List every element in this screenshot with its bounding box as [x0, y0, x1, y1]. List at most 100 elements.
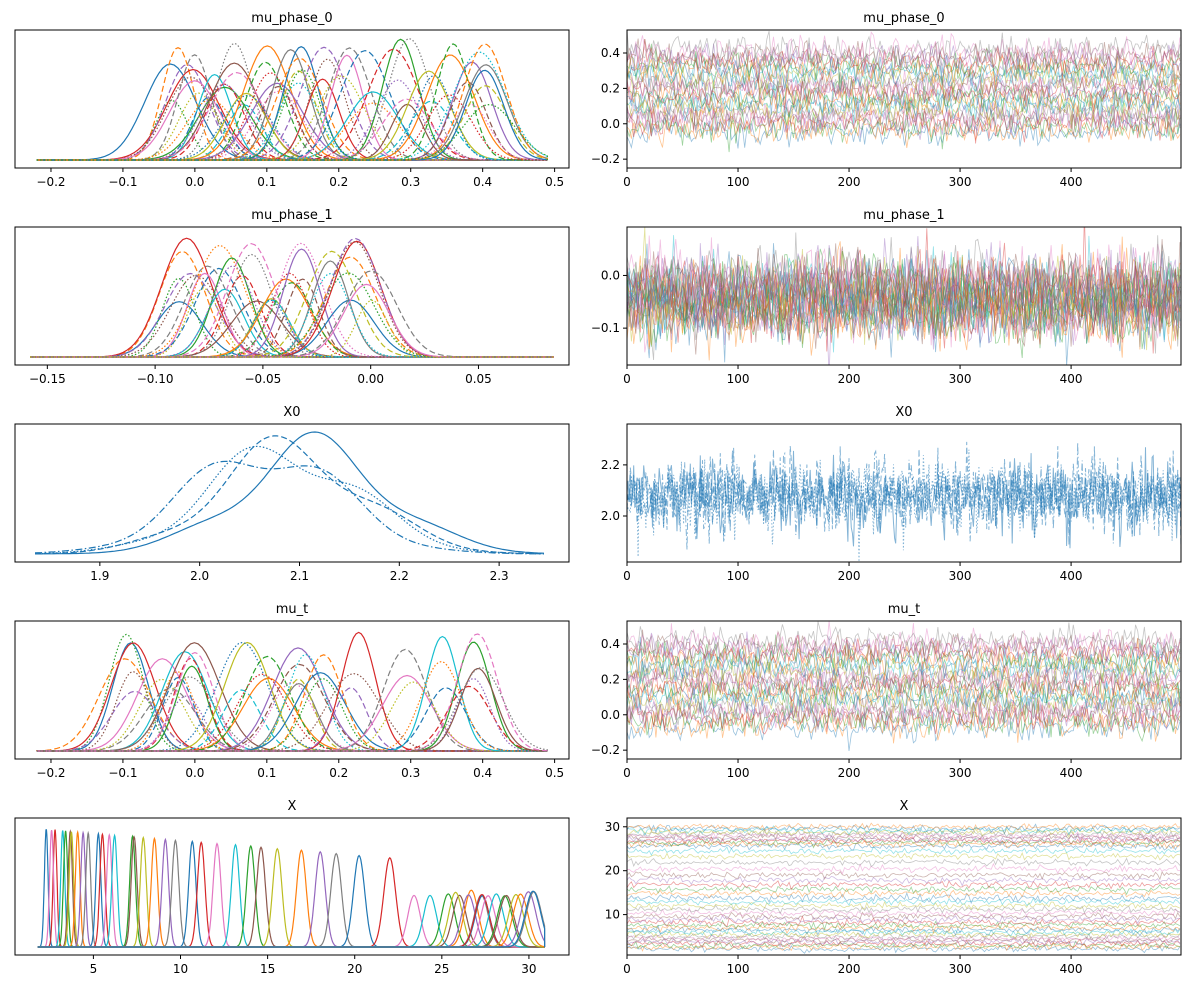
- trace-line: [627, 862, 1180, 875]
- density-curves: [30, 237, 554, 358]
- density-line: [36, 103, 548, 161]
- trace-panel-mu_phase_1: mu_phase_1 0 100 200 300 400 −0.1 0.0: [591, 208, 1182, 386]
- density-line: [36, 690, 548, 752]
- trace-line: [627, 891, 1181, 905]
- x-tick-label: 0.3: [401, 175, 420, 189]
- density-line: [36, 92, 548, 161]
- density-line: [37, 830, 545, 948]
- trace-line: [627, 96, 1181, 137]
- trace-line: [627, 904, 1180, 915]
- trace-line: [627, 232, 1181, 312]
- density-line: [36, 641, 548, 752]
- trace-line: [627, 621, 1181, 657]
- trace-line: [627, 60, 1181, 107]
- axes-frame: [14, 29, 570, 169]
- x-tick-label: 10: [173, 962, 188, 976]
- density-line: [37, 838, 545, 948]
- trace-line: [627, 442, 1181, 550]
- density-line: [36, 648, 548, 752]
- density-line: [36, 38, 548, 161]
- subplot-title: X: [900, 799, 909, 814]
- trace-line: [627, 97, 1181, 140]
- density-line: [36, 667, 548, 752]
- density-line: [37, 890, 546, 948]
- x-tick-label: 0.3: [401, 766, 420, 780]
- y-tick-label: 0.4: [601, 46, 620, 60]
- x-tick-label: 300: [949, 766, 972, 780]
- density-line: [37, 829, 545, 948]
- density-line: [36, 660, 548, 752]
- trace-line: [627, 73, 1181, 114]
- density-line: [36, 100, 548, 161]
- x-tick-label: 0.4: [473, 175, 492, 189]
- trace-panel-X0: X0 0 100 200 300 400 2.0 2.2: [601, 405, 1182, 583]
- trace-panel-mu_phase_0: mu_phase_0 0 100 200 300 400 −0.2 0.0 0.2 0.4: [591, 11, 1182, 189]
- x-tick-label: 400: [1060, 175, 1083, 189]
- subplot-title: X0: [895, 405, 912, 420]
- x-tick-label: 200: [838, 766, 861, 780]
- trace-line: [627, 927, 1181, 937]
- density-line: [37, 833, 545, 948]
- x-tick-label: 100: [727, 962, 750, 976]
- density-line: [36, 653, 548, 752]
- trace-line: [627, 651, 1181, 699]
- density-line: [35, 435, 545, 555]
- x-tick-label: 400: [1060, 962, 1083, 976]
- trace-line: [627, 60, 1181, 102]
- density-line: [36, 49, 548, 161]
- trace-line: [627, 924, 1181, 936]
- density-line: [30, 272, 554, 358]
- trace-line: [627, 272, 1181, 365]
- trace-line: [627, 708, 1181, 752]
- x-tick-label: 300: [949, 175, 972, 189]
- density-line: [37, 832, 545, 948]
- density-line: [36, 678, 548, 752]
- trace-line: [627, 826, 1181, 839]
- trace-line: [627, 825, 1181, 837]
- density-line: [34, 460, 544, 555]
- x-tick-label: 20: [347, 962, 362, 976]
- y-tick-label: 0.2: [601, 81, 620, 95]
- trace-line: [627, 846, 1180, 856]
- density-line: [36, 677, 548, 752]
- density-line: [36, 74, 548, 161]
- trace-line: [627, 69, 1181, 105]
- density-line: [37, 834, 545, 948]
- subplot-title: mu_t: [888, 602, 921, 617]
- x-tick-label: 100: [727, 175, 750, 189]
- x-tick-label: 0: [623, 962, 631, 976]
- density-line: [30, 282, 554, 358]
- trace-line: [627, 80, 1181, 124]
- trace-line: [627, 269, 1181, 361]
- trace-line: [627, 841, 1181, 851]
- density-line: [30, 272, 554, 358]
- trace-line: [627, 919, 1181, 931]
- density-line: [30, 250, 554, 358]
- density-line: [37, 831, 545, 948]
- density-panel-mu_t: mu_t −0.2 −0.1 0.0 0.1 0.2 0.3 0.4 0.5: [14, 602, 570, 780]
- x-tick-label: 300: [949, 372, 972, 386]
- x-tick-label: 400: [1060, 569, 1083, 583]
- trace-line: [627, 243, 1181, 319]
- density-line: [36, 663, 548, 752]
- trace-line: [627, 72, 1181, 109]
- x-tick-label: −0.2: [36, 175, 65, 189]
- density-panel-mu_phase_1: mu_phase_1 −0.15 −0.10 −0.05 0.00 0.05: [14, 208, 570, 386]
- trace-line: [627, 685, 1180, 729]
- trace-panel-mu_t: mu_t 0 100 200 300 400 −0.2 0.0 0.2 0.4: [591, 602, 1182, 780]
- density-line: [37, 835, 545, 948]
- trace-line: [627, 267, 1181, 353]
- axes-frame: [626, 423, 1182, 563]
- axes-frame: [14, 817, 570, 956]
- density-line: [36, 667, 548, 752]
- density-line: [36, 673, 548, 752]
- subplot-title: X: [288, 799, 297, 814]
- density-curves: [36, 37, 548, 161]
- trace-line: [627, 832, 1181, 843]
- trace-line: [627, 55, 1181, 92]
- trace-lines: [627, 621, 1181, 752]
- trace-line: [627, 655, 1181, 703]
- trace-line: [627, 663, 1181, 699]
- trace-line: [627, 937, 1181, 948]
